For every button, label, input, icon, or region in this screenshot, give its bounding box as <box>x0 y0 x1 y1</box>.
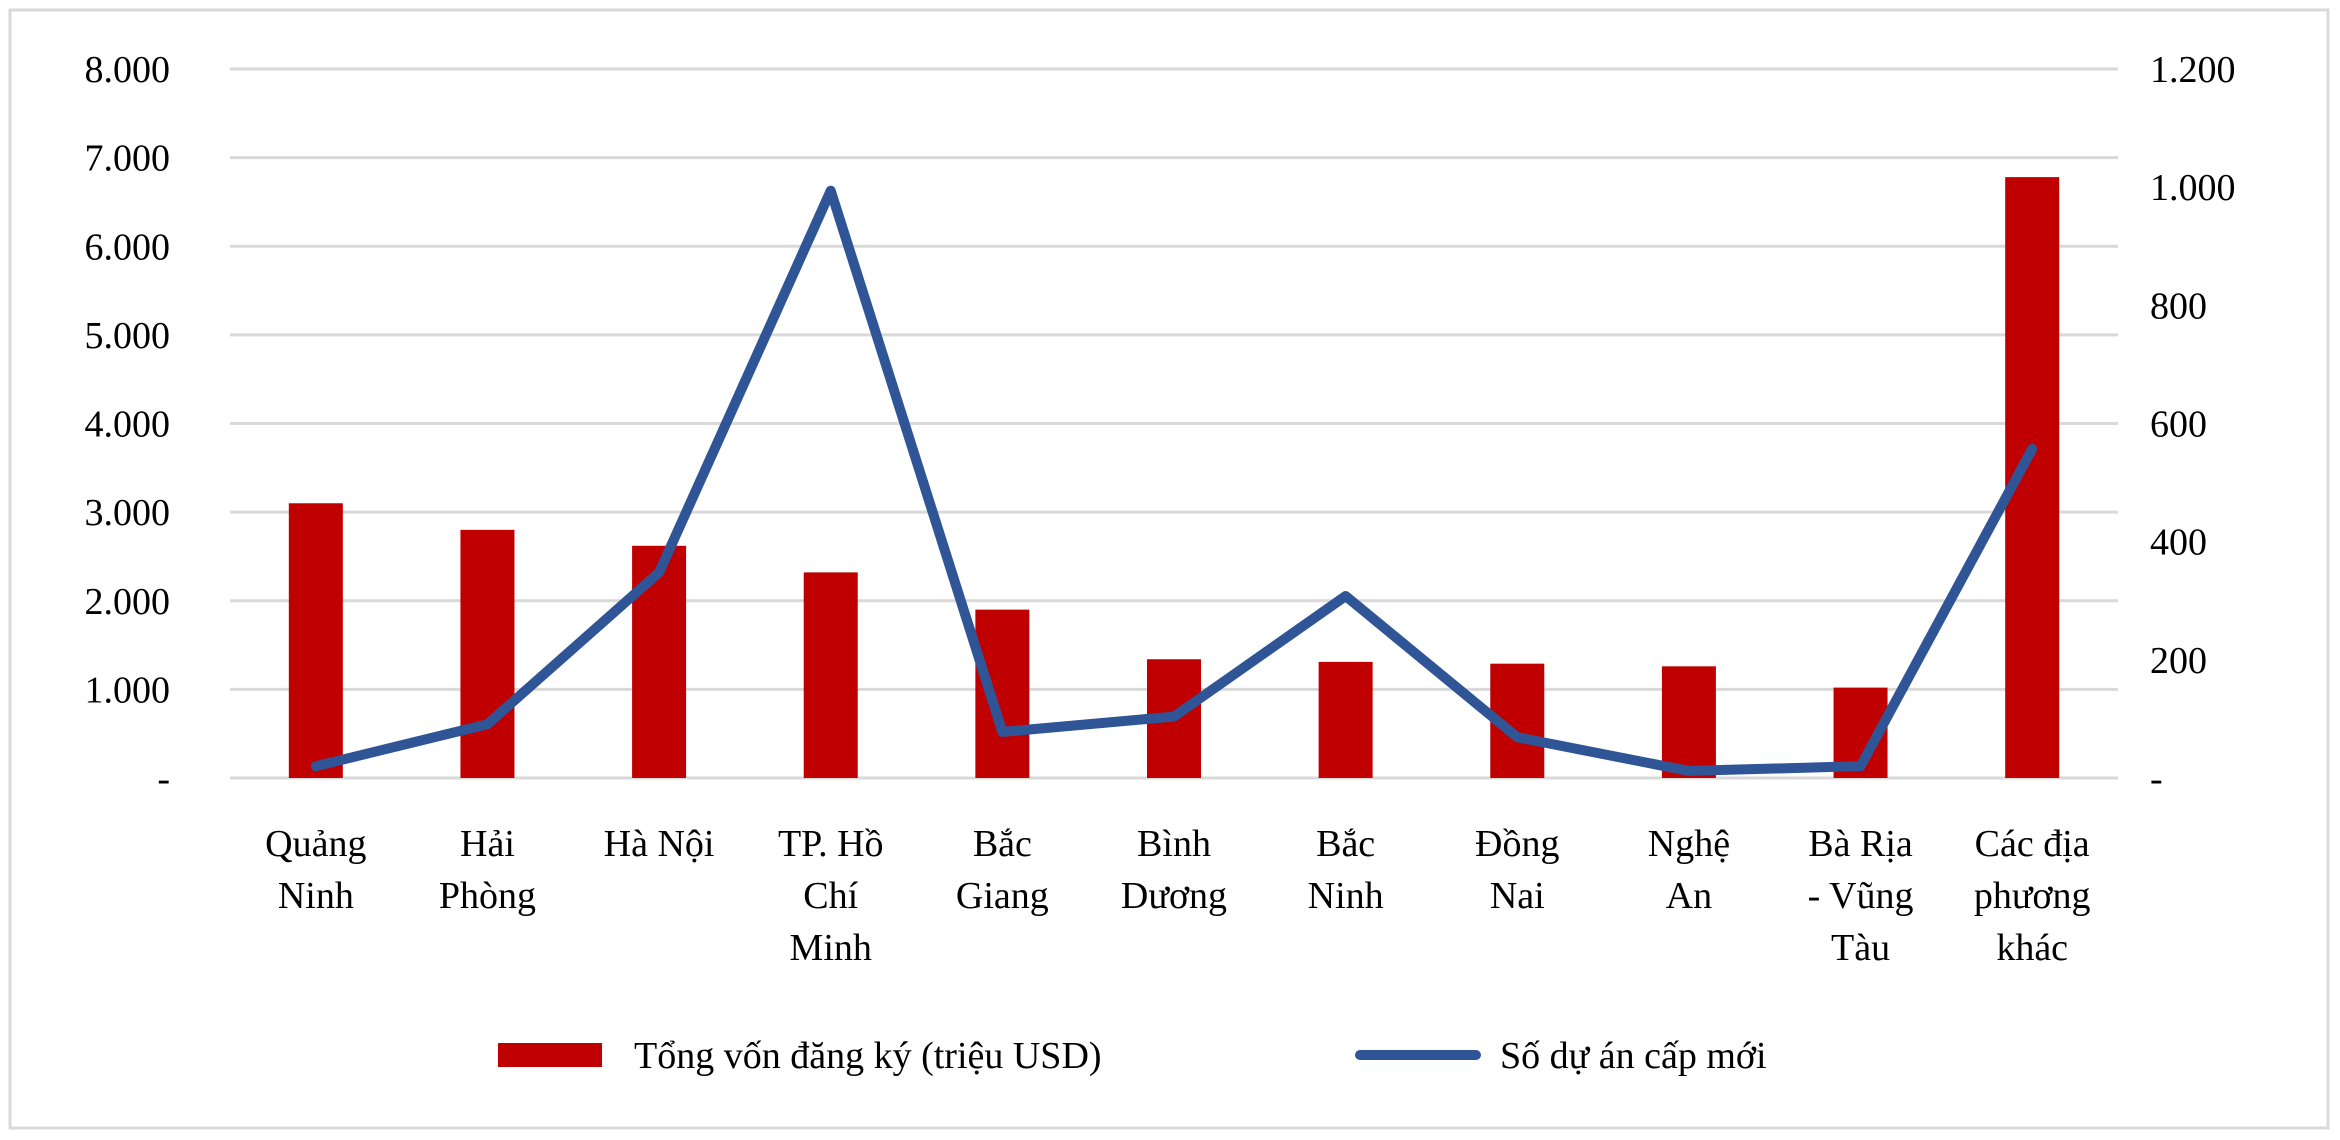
left-axis-ticks: - 1.000 2.000 3.000 4.000 5.000 6.000 7.000 8.00… <box>85 49 171 800</box>
category-label: Hải Phòng <box>439 823 536 917</box>
category-label-line: Bắc <box>1316 823 1375 865</box>
category-label-line: Dương <box>1121 875 1227 917</box>
category-label-line: Phòng <box>439 875 536 917</box>
legend-label-line: Số dự án cấp mới <box>1500 1035 1767 1077</box>
bar-series <box>288 177 2060 778</box>
left-tick-label: 5.000 <box>85 315 171 357</box>
category-label: Bình Dương <box>1121 823 1227 917</box>
category-label-line: Hà Nội <box>604 823 715 865</box>
gridlines <box>230 67 2118 780</box>
category-label-line: Minh <box>790 927 872 969</box>
category-label: Đồng Nai <box>1475 823 1559 917</box>
left-tick-label: 4.000 <box>85 404 171 446</box>
category-label-line: Chí <box>803 875 858 917</box>
category-label-line: An <box>1666 875 1712 917</box>
category-label: Hà Nội <box>604 823 715 865</box>
right-tick-label: 1.200 <box>2150 49 2236 91</box>
category-label: Các địa phương khác <box>1974 823 2091 969</box>
line-series <box>310 185 2038 776</box>
bar-2 <box>632 545 687 778</box>
category-label-line: TP. Hồ <box>778 823 884 865</box>
right-tick-label: 800 <box>2150 285 2207 327</box>
left-tick-label: 7.000 <box>85 138 171 180</box>
category-label-line: Đồng <box>1475 823 1559 865</box>
right-tick-label: 1.000 <box>2150 167 2236 209</box>
category-labels: Quảng Ninh Hải Phòng Hà Nội TP. Hồ Chí Minh Bắc G… <box>265 823 2090 969</box>
category-label-line: Nghệ <box>1648 823 1730 865</box>
category-label: TP. Hồ Chí Minh <box>778 823 884 969</box>
bar-0 <box>288 503 343 778</box>
category-label-line: Bà Rịa <box>1808 823 1913 865</box>
right-axis-ticks: - 200 400 600 800 1.000 1.200 <box>2150 49 2236 800</box>
category-label-line: Bắc <box>973 823 1032 865</box>
right-tick-label: 400 <box>2150 522 2207 564</box>
left-tick-label: 1.000 <box>85 669 171 711</box>
category-label-line: Hải <box>460 823 515 865</box>
bar-6 <box>1318 661 1373 778</box>
category-label: Quảng Ninh <box>265 823 366 917</box>
category-label: Bắc Giang <box>956 823 1049 917</box>
category-label: Bắc Ninh <box>1308 823 1384 917</box>
legend-swatch-bar <box>498 1043 602 1067</box>
left-tick-label: 2.000 <box>85 581 171 623</box>
bar-4 <box>975 609 1030 778</box>
right-tick-label: 600 <box>2150 404 2207 446</box>
legend: Tổng vốn đăng ký (triệu USD) Số dự án cấ… <box>498 1035 1767 1077</box>
category-label-line: khác <box>1996 927 2068 969</box>
left-tick-label: 8.000 <box>85 49 171 91</box>
category-label-line: - Vũng <box>1808 875 1914 917</box>
right-tick-label: 200 <box>2150 640 2207 682</box>
category-label-line: Tàu <box>1831 927 1890 969</box>
category-label: Nghệ An <box>1648 823 1730 917</box>
left-tick-label: - <box>157 758 170 800</box>
bar-1 <box>460 529 515 778</box>
category-label-line: Ninh <box>278 875 354 917</box>
category-label-line: Bình <box>1137 823 1211 865</box>
category-label-line: Quảng <box>265 823 366 865</box>
chart-frame <box>8 8 2330 1130</box>
legend-item-line: Số dự án cấp mới <box>1355 1035 1767 1077</box>
category-label: Bà Rịa - Vũng Tàu <box>1808 823 1914 969</box>
category-label-line: Giang <box>956 875 1049 917</box>
legend-label-bar: Tổng vốn đăng ký (triệu USD) <box>634 1035 1102 1077</box>
left-tick-label: 3.000 <box>85 492 171 534</box>
bar-8 <box>1661 666 1716 778</box>
category-label-line: Nai <box>1490 875 1545 917</box>
category-label-line: phương <box>1974 875 2091 917</box>
category-label-line: Ninh <box>1308 875 1384 917</box>
legend-item-bar: Tổng vốn đăng ký (triệu USD) <box>498 1035 1102 1077</box>
category-label-line: Các địa <box>1975 823 2090 865</box>
left-tick-label: 6.000 <box>85 226 171 268</box>
right-tick-label: - <box>2150 758 2163 800</box>
bar-3 <box>803 572 858 778</box>
